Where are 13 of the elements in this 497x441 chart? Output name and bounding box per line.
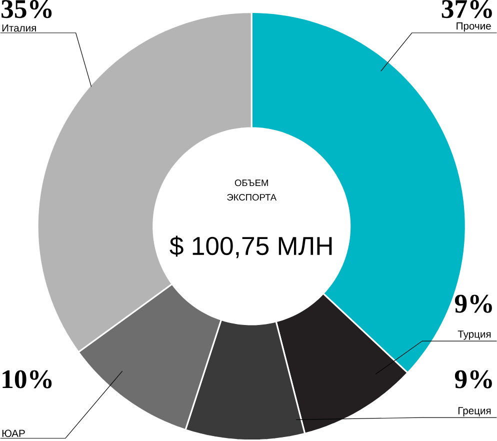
slice-label: Турция	[458, 330, 491, 340]
slice-label: Прочие	[456, 22, 491, 32]
text: ОБЪЕМ	[234, 179, 268, 186]
data-label: 9%	[454, 294, 492, 313]
data-label: 37%	[442, 0, 492, 18]
data-label: 35%	[2, 0, 52, 18]
slice-label: Италия	[2, 24, 36, 32]
data-label: 9%	[454, 370, 492, 388]
text: $ 100,75 МЛН	[170, 236, 332, 258]
slice-label: Греция	[458, 407, 491, 416]
text: ЭКСПОРТА	[227, 194, 277, 201]
data-label: 10%	[2, 370, 52, 388]
slice-label: ЮАР	[2, 430, 25, 437]
